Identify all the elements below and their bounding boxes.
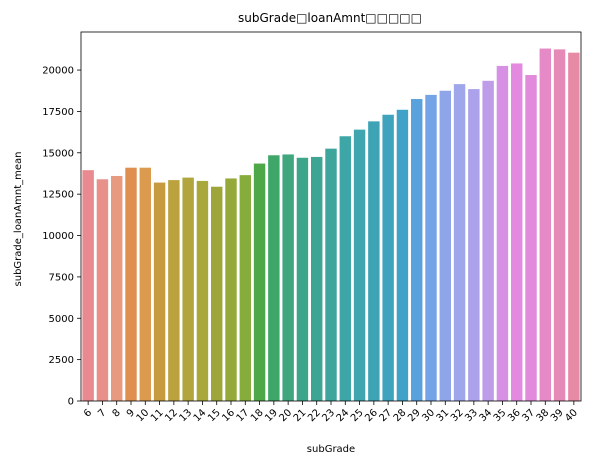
bar-27 (382, 114, 394, 402)
bar-26 (368, 121, 380, 401)
bar-17 (239, 175, 251, 401)
x-tick-label: 6 (82, 407, 94, 419)
bar-22 (311, 156, 323, 401)
x-tick-label: 8 (111, 407, 123, 419)
bar-39 (553, 49, 566, 402)
bar-33 (468, 89, 480, 401)
bar-20 (282, 154, 294, 401)
x-axis-label: subGrade (307, 444, 355, 455)
plot-frame (80, 31, 582, 402)
bar-14 (196, 180, 209, 401)
bar-36 (511, 63, 523, 401)
bar-13 (182, 177, 194, 401)
bar-15 (211, 186, 223, 401)
bar-7 (96, 179, 109, 401)
bar-38 (539, 48, 551, 402)
bar-24 (339, 136, 351, 401)
bar-35 (496, 65, 509, 402)
y-tick-label: 20000 (42, 66, 74, 77)
bar-32 (453, 84, 466, 402)
bar-6 (82, 170, 94, 401)
bar-28 (396, 109, 409, 402)
bar-23 (325, 148, 337, 401)
bar-30 (425, 94, 437, 401)
bar-16 (225, 178, 237, 401)
bar-31 (439, 90, 451, 402)
bar-25 (353, 129, 366, 401)
bars-group (82, 48, 580, 402)
bar-11 (153, 182, 166, 401)
bar-19 (268, 155, 280, 401)
y-tick-label: 15000 (42, 148, 74, 159)
bar-34 (482, 80, 494, 401)
bar-37 (525, 75, 537, 402)
bar-21 (296, 157, 309, 401)
y-tick-label: 17500 (42, 107, 74, 118)
y-tick-label: 10000 (42, 231, 74, 242)
bar-40 (568, 52, 580, 402)
bar-29 (411, 99, 423, 402)
bar-10 (139, 167, 151, 401)
bar-12 (168, 180, 180, 401)
y-axis: 0 2500 5000 7500 10000 12500 15000 17500 20000 (42, 66, 81, 408)
y-tick-label: 0 (68, 397, 74, 408)
x-tick-label: 40 (563, 407, 580, 424)
chart-title: subGrade□loanAmnt□□□□□ (238, 11, 422, 25)
y-tick-label: 2500 (49, 355, 74, 366)
bar-18 (253, 163, 266, 401)
bar-8 (111, 175, 123, 401)
y-tick-label: 7500 (49, 272, 74, 283)
y-axis-label: subGrade_loanAmnt_mean (13, 152, 24, 287)
x-axis: 6 7 8 9101112131415161718192021222324252627… (82, 401, 580, 424)
y-tick-label: 12500 (42, 190, 74, 201)
bar-9 (125, 167, 137, 401)
x-tick-label: 7 (96, 407, 108, 419)
y-tick-label: 5000 (49, 314, 74, 325)
